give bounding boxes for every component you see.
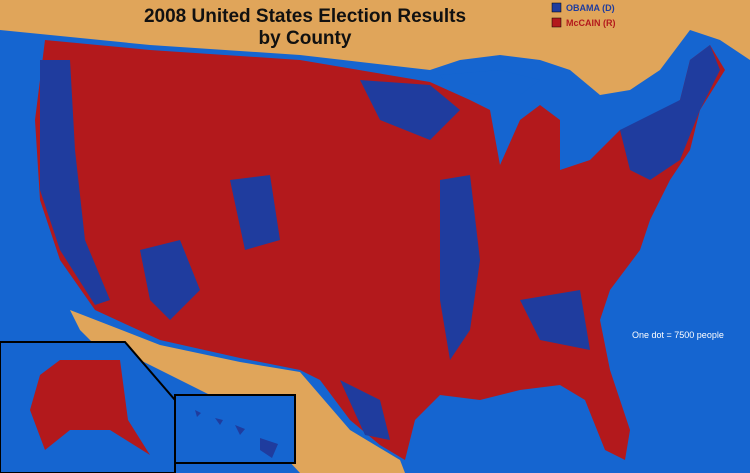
alaska	[30, 360, 150, 455]
canada	[0, 0, 750, 95]
legend-label: McCAIN (R)	[566, 18, 616, 28]
legend: OBAMA (D) McCAIN (R)	[551, 2, 616, 28]
legend-swatch	[551, 2, 562, 13]
west-coast-blue	[40, 60, 110, 305]
mexico	[70, 310, 405, 473]
title: by County	[259, 28, 352, 49]
hawaii-inset	[174, 394, 296, 464]
hawaii	[195, 410, 278, 458]
colorado-blue	[230, 175, 280, 250]
legend-swatch	[551, 17, 562, 28]
united-states	[35, 40, 725, 460]
legend-label: OBAMA (D)	[566, 3, 615, 13]
texas-border-blue	[340, 380, 390, 440]
northeast-blue	[620, 45, 720, 180]
mississippi-blue	[440, 175, 480, 360]
southwest-blue	[140, 240, 200, 320]
black-belt-blue	[520, 290, 590, 350]
note: One dot = 7500 people	[632, 330, 724, 340]
title: 2008 United States Election Results	[144, 6, 466, 27]
upper-midwest-blue	[360, 80, 460, 140]
lake-superior	[440, 70, 540, 95]
